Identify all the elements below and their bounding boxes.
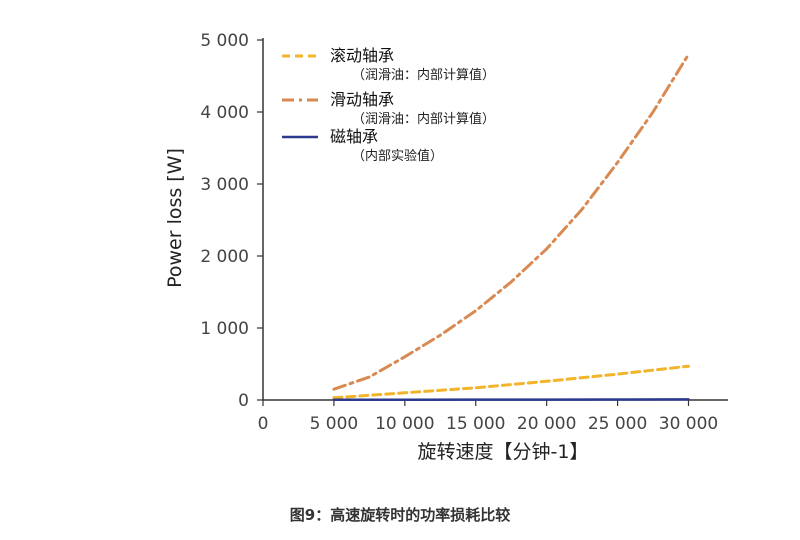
x-tick-label: 25 000 xyxy=(588,414,647,434)
x-tick-label: 10 000 xyxy=(375,414,434,434)
y-tick-label: 5 000 xyxy=(200,31,249,51)
x-tick-label: 0 xyxy=(258,414,269,434)
legend-note-0: （润滑油：内部计算值） xyxy=(352,67,495,83)
series-lines xyxy=(332,52,690,402)
axis-ticks: 0 1 000 2 000 3 000 4 000 5 000 0 5 000 10 000 15… xyxy=(200,31,718,434)
figure-caption: 图9：高速旋转时的功率损耗比较 xyxy=(289,506,511,524)
legend-label-1: 滑动轴承 xyxy=(330,90,394,109)
x-axis-title: 旋转速度【分钟-1】 xyxy=(418,441,589,463)
legend-note-2: （内部实验值） xyxy=(352,148,443,164)
legend: 滚动轴承（润滑油：内部计算值）滑动轴承（润滑油：内部计算值）磁轴承（内部实验值） xyxy=(282,46,495,164)
x-tick-label: 20 000 xyxy=(517,414,576,434)
legend-label-0: 滚动轴承 xyxy=(330,46,394,65)
legend-label-2: 磁轴承 xyxy=(330,127,378,146)
series-line-1 xyxy=(332,52,690,391)
y-tick-label: 1 000 xyxy=(200,319,249,339)
x-tick-label: 15 000 xyxy=(446,414,505,434)
legend-note-1: （润滑油：内部计算值） xyxy=(352,111,495,127)
power-loss-chart: 0 1 000 2 000 3 000 4 000 5 000 0 5 000 10 000 15… xyxy=(164,31,728,463)
y-tick-label: 0 xyxy=(238,391,249,411)
y-tick-label: 4 000 xyxy=(200,103,249,123)
series-line-0 xyxy=(332,364,690,400)
y-tick-label: 2 000 xyxy=(200,247,249,267)
y-tick-label: 3 000 xyxy=(200,175,249,195)
y-axis-title: Power loss [W] xyxy=(164,148,186,288)
x-tick-label: 5 000 xyxy=(310,414,359,434)
x-tick-label: 30 000 xyxy=(659,414,718,434)
